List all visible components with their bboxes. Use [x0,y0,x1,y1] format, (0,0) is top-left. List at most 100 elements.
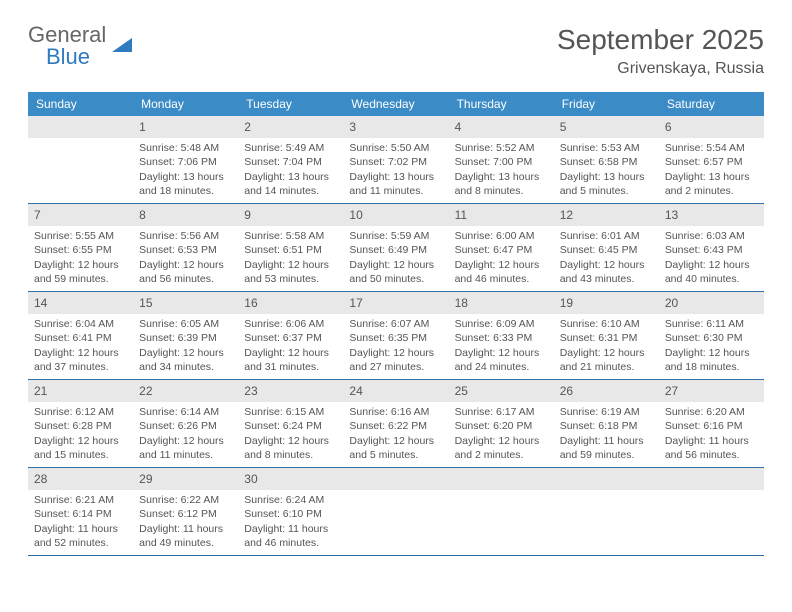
daylight-line: Daylight: 13 hours and 18 minutes. [139,170,232,198]
day-body: Sunrise: 5:58 AMSunset: 6:51 PMDaylight:… [238,226,343,290]
sunset-line: Sunset: 6:41 PM [34,331,127,345]
sunset-line: Sunset: 7:00 PM [455,155,548,169]
day-cell: 7Sunrise: 5:55 AMSunset: 6:55 PMDaylight… [28,204,133,292]
day-body: Sunrise: 6:20 AMSunset: 6:16 PMDaylight:… [659,402,764,466]
daylight-line: Daylight: 12 hours and 5 minutes. [349,434,442,462]
day-cell: 18Sunrise: 6:09 AMSunset: 6:33 PMDayligh… [449,292,554,380]
day-cell: 6Sunrise: 5:54 AMSunset: 6:57 PMDaylight… [659,116,764,204]
day-cell: 24Sunrise: 6:16 AMSunset: 6:22 PMDayligh… [343,380,448,468]
sunrise-line: Sunrise: 6:00 AM [455,229,548,243]
day-body: Sunrise: 6:15 AMSunset: 6:24 PMDaylight:… [238,402,343,466]
daylight-line: Daylight: 11 hours and 49 minutes. [139,522,232,550]
weekday-header: SundayMondayTuesdayWednesdayThursdayFrid… [28,92,764,116]
sunset-line: Sunset: 6:37 PM [244,331,337,345]
day-body: Sunrise: 5:56 AMSunset: 6:53 PMDaylight:… [133,226,238,290]
day-body: Sunrise: 5:50 AMSunset: 7:02 PMDaylight:… [343,138,448,202]
daylight-line: Daylight: 13 hours and 14 minutes. [244,170,337,198]
sunrise-line: Sunrise: 6:07 AM [349,317,442,331]
sunset-line: Sunset: 6:28 PM [34,419,127,433]
day-number: 24 [343,380,448,402]
sunrise-line: Sunrise: 6:10 AM [560,317,653,331]
daylight-line: Daylight: 12 hours and 43 minutes. [560,258,653,286]
day-body: Sunrise: 5:59 AMSunset: 6:49 PMDaylight:… [343,226,448,290]
sunrise-line: Sunrise: 6:17 AM [455,405,548,419]
day-number: 30 [238,468,343,490]
sunset-line: Sunset: 6:12 PM [139,507,232,521]
day-number: 14 [28,292,133,314]
day-body: Sunrise: 6:24 AMSunset: 6:10 PMDaylight:… [238,490,343,554]
logo-word1: General [28,24,106,46]
sunset-line: Sunset: 7:06 PM [139,155,232,169]
day-number: 4 [449,116,554,138]
empty-cell [28,116,133,204]
sunrise-line: Sunrise: 6:15 AM [244,405,337,419]
day-cell: 22Sunrise: 6:14 AMSunset: 6:26 PMDayligh… [133,380,238,468]
day-body: Sunrise: 6:16 AMSunset: 6:22 PMDaylight:… [343,402,448,466]
daylight-line: Daylight: 11 hours and 56 minutes. [665,434,758,462]
day-number: 5 [554,116,659,138]
sunset-line: Sunset: 6:47 PM [455,243,548,257]
day-body: Sunrise: 6:06 AMSunset: 6:37 PMDaylight:… [238,314,343,378]
sunset-line: Sunset: 6:10 PM [244,507,337,521]
day-body: Sunrise: 6:03 AMSunset: 6:43 PMDaylight:… [659,226,764,290]
day-number: 28 [28,468,133,490]
day-cell: 27Sunrise: 6:20 AMSunset: 6:16 PMDayligh… [659,380,764,468]
sunrise-line: Sunrise: 6:11 AM [665,317,758,331]
sunrise-line: Sunrise: 5:58 AM [244,229,337,243]
day-number: 12 [554,204,659,226]
sunset-line: Sunset: 6:20 PM [455,419,548,433]
daylight-line: Daylight: 12 hours and 11 minutes. [139,434,232,462]
daylight-line: Daylight: 12 hours and 34 minutes. [139,346,232,374]
day-number: 29 [133,468,238,490]
day-body: Sunrise: 6:21 AMSunset: 6:14 PMDaylight:… [28,490,133,554]
sunrise-line: Sunrise: 5:50 AM [349,141,442,155]
day-number: 11 [449,204,554,226]
daylight-line: Daylight: 12 hours and 24 minutes. [455,346,548,374]
triangle-icon [112,36,134,59]
day-number: 23 [238,380,343,402]
daylight-line: Daylight: 12 hours and 18 minutes. [665,346,758,374]
daylight-line: Daylight: 12 hours and 59 minutes. [34,258,127,286]
day-number: 21 [28,380,133,402]
day-body: Sunrise: 6:12 AMSunset: 6:28 PMDaylight:… [28,402,133,466]
sunrise-line: Sunrise: 5:55 AM [34,229,127,243]
sunrise-line: Sunrise: 6:05 AM [139,317,232,331]
sunrise-line: Sunrise: 5:59 AM [349,229,442,243]
day-number: 7 [28,204,133,226]
empty-cell [659,468,764,556]
day-number: 6 [659,116,764,138]
sunset-line: Sunset: 6:30 PM [665,331,758,345]
daylight-line: Daylight: 13 hours and 5 minutes. [560,170,653,198]
weekday-sunday: Sunday [28,92,133,116]
daylight-line: Daylight: 12 hours and 50 minutes. [349,258,442,286]
sunset-line: Sunset: 6:16 PM [665,419,758,433]
empty-cell [554,468,659,556]
day-cell: 26Sunrise: 6:19 AMSunset: 6:18 PMDayligh… [554,380,659,468]
daylight-line: Daylight: 12 hours and 40 minutes. [665,258,758,286]
sunrise-line: Sunrise: 5:53 AM [560,141,653,155]
day-number: 8 [133,204,238,226]
day-number: 27 [659,380,764,402]
day-cell: 4Sunrise: 5:52 AMSunset: 7:00 PMDaylight… [449,116,554,204]
day-cell: 20Sunrise: 6:11 AMSunset: 6:30 PMDayligh… [659,292,764,380]
weekday-wednesday: Wednesday [343,92,448,116]
sunset-line: Sunset: 6:45 PM [560,243,653,257]
day-number: 19 [554,292,659,314]
daylight-line: Daylight: 11 hours and 46 minutes. [244,522,337,550]
day-cell: 28Sunrise: 6:21 AMSunset: 6:14 PMDayligh… [28,468,133,556]
sunrise-line: Sunrise: 6:01 AM [560,229,653,243]
day-number: 3 [343,116,448,138]
sunset-line: Sunset: 6:49 PM [349,243,442,257]
day-number: 1 [133,116,238,138]
day-cell: 11Sunrise: 6:00 AMSunset: 6:47 PMDayligh… [449,204,554,292]
day-body: Sunrise: 6:14 AMSunset: 6:26 PMDaylight:… [133,402,238,466]
daylight-line: Daylight: 12 hours and 27 minutes. [349,346,442,374]
sunset-line: Sunset: 6:18 PM [560,419,653,433]
sunset-line: Sunset: 6:35 PM [349,331,442,345]
day-cell: 15Sunrise: 6:05 AMSunset: 6:39 PMDayligh… [133,292,238,380]
sunset-line: Sunset: 6:24 PM [244,419,337,433]
calendar-grid: 1Sunrise: 5:48 AMSunset: 7:06 PMDaylight… [28,116,764,556]
daylight-line: Daylight: 12 hours and 53 minutes. [244,258,337,286]
weekday-friday: Friday [554,92,659,116]
empty-cell [449,468,554,556]
